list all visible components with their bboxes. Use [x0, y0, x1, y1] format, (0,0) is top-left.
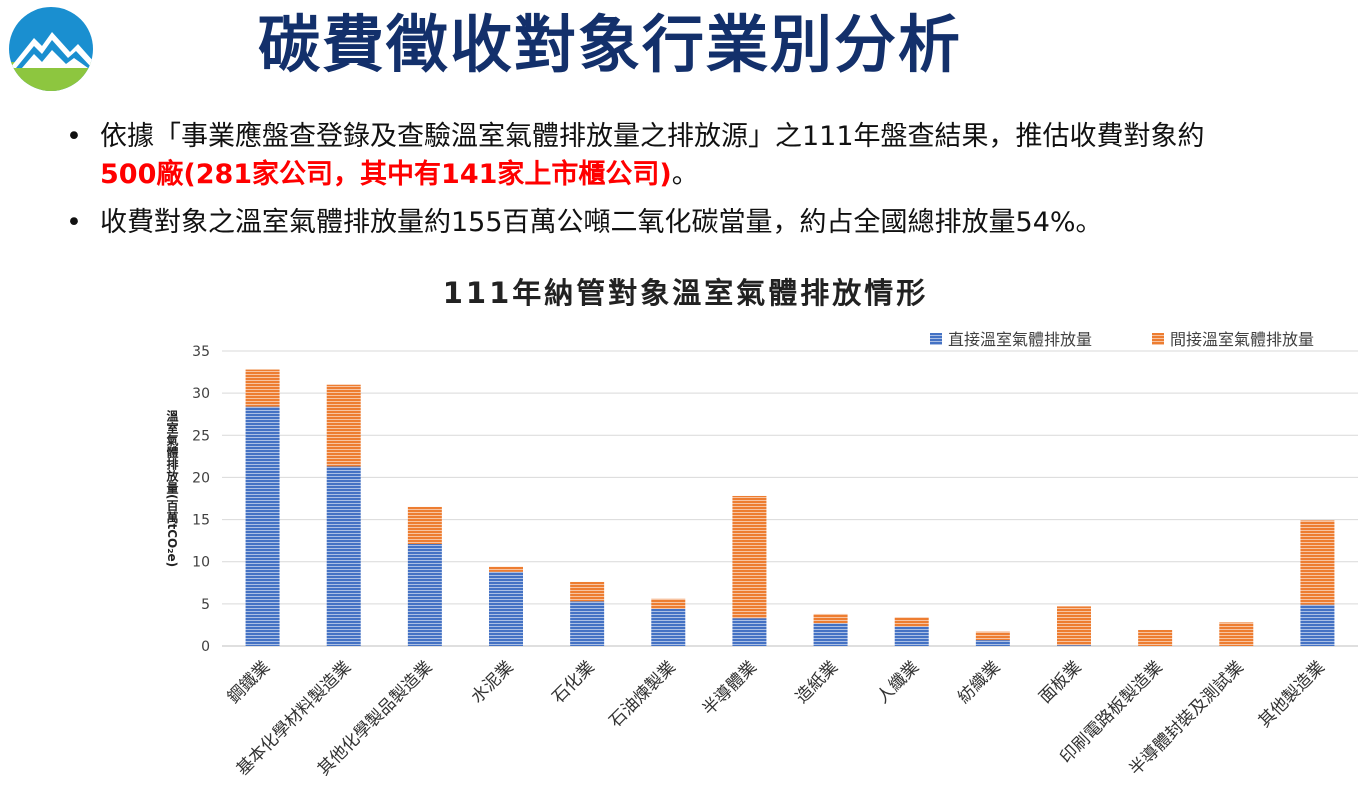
- bullet-dot: •: [66, 207, 82, 238]
- bar-direct-7: [813, 623, 848, 646]
- legend-label-0: 直接溫室氣體排放量: [948, 330, 1092, 349]
- y-tick-label: 20: [192, 470, 210, 486]
- legend-swatch-1: [1152, 333, 1164, 345]
- bar-indirect-13: [1300, 520, 1335, 605]
- bullet-item-2: • 收費對象之溫室氣體排放量約155百萬公噸二氧化碳當量，約占全國總排放量54%…: [66, 204, 1366, 242]
- x-tick-label: 其他製造業: [1255, 657, 1329, 731]
- bar-direct-3: [489, 571, 523, 646]
- x-tick-label: 水泥業: [467, 657, 517, 707]
- y-tick-label: 30: [192, 386, 210, 402]
- y-tick-label: 15: [192, 513, 210, 529]
- y-tick-label: 5: [201, 597, 210, 613]
- x-tick-label: 紡織業: [954, 657, 1004, 707]
- bar-indirect-0: [245, 369, 280, 407]
- bar-indirect-4: [570, 581, 605, 602]
- bar-indirect-1: [326, 384, 361, 467]
- bullet-1-tail: 。: [671, 159, 699, 190]
- bar-direct-2: [407, 544, 442, 646]
- legend-label-1: 間接溫室氣體排放量: [1170, 330, 1314, 349]
- legend-swatch-0: [930, 333, 942, 345]
- bar-direct-10: [1057, 645, 1091, 646]
- bar-indirect-2: [407, 506, 442, 545]
- y-tick-label: 0: [201, 639, 210, 655]
- x-tick-label: 人纖業: [873, 657, 923, 707]
- bar-direct-9: [975, 640, 1010, 646]
- bullet-item-1: • 依據「事業應盤查登錄及查驗溫室氣體排放量之排放源」之111年盤查結果，推估收…: [66, 118, 1366, 194]
- x-tick-label: 石油煉製業: [606, 657, 680, 731]
- bar-direct-1: [326, 466, 361, 646]
- bar-direct-4: [570, 601, 605, 646]
- y-tick-label: 10: [192, 555, 210, 571]
- x-tick-label: 面板業: [1035, 657, 1085, 707]
- bar-indirect-10: [1057, 606, 1091, 646]
- bar-direct-5: [651, 608, 686, 646]
- y-tick-label: 35: [192, 344, 210, 360]
- bar-indirect-12: [1219, 622, 1254, 646]
- bullet-list: • 依據「事業應盤查登錄及查驗溫室氣體排放量之排放源」之111年盤查結果，推估收…: [66, 118, 1366, 252]
- bullet-2-text: 收費對象之溫室氣體排放量約155百萬公噸二氧化碳當量，約占全國總排放量54%。: [100, 207, 1103, 238]
- bar-direct-6: [732, 618, 767, 646]
- agency-logo: [9, 7, 93, 91]
- x-tick-label: 鋼鐵業: [224, 657, 274, 707]
- x-tick-label: 石化業: [548, 657, 598, 707]
- x-tick-label: 半導體業: [699, 657, 761, 719]
- bullet-dot: •: [66, 121, 82, 152]
- bar-indirect-5: [651, 598, 686, 609]
- x-tick-label: 造紙業: [792, 657, 842, 707]
- bar-indirect-6: [732, 495, 767, 619]
- bar-indirect-7: [813, 613, 848, 624]
- chart-title: 111年納管對象溫室氣體排放情形: [442, 276, 929, 310]
- y-axis-label: 溫室氣體排放量(百萬tCO₂e): [165, 410, 179, 568]
- bullet-1-text: 依據「事業應盤查登錄及查驗溫室氣體排放量之排放源」之111年盤查結果，推估收費對…: [100, 121, 1205, 152]
- bar-direct-13: [1300, 604, 1335, 646]
- bar-direct-0: [245, 406, 280, 646]
- bullet-1-highlight: 500廠(281家公司，其中有141家上市櫃公司): [100, 159, 672, 190]
- y-tick-label: 25: [192, 428, 210, 444]
- page-title: 碳費徵收對象行業別分析: [258, 8, 963, 81]
- bar-indirect-11: [1138, 629, 1173, 646]
- bar-direct-8: [894, 626, 929, 646]
- bar-indirect-8: [894, 617, 929, 627]
- bar-indirect-9: [975, 631, 1010, 641]
- bar-indirect-3: [489, 566, 523, 572]
